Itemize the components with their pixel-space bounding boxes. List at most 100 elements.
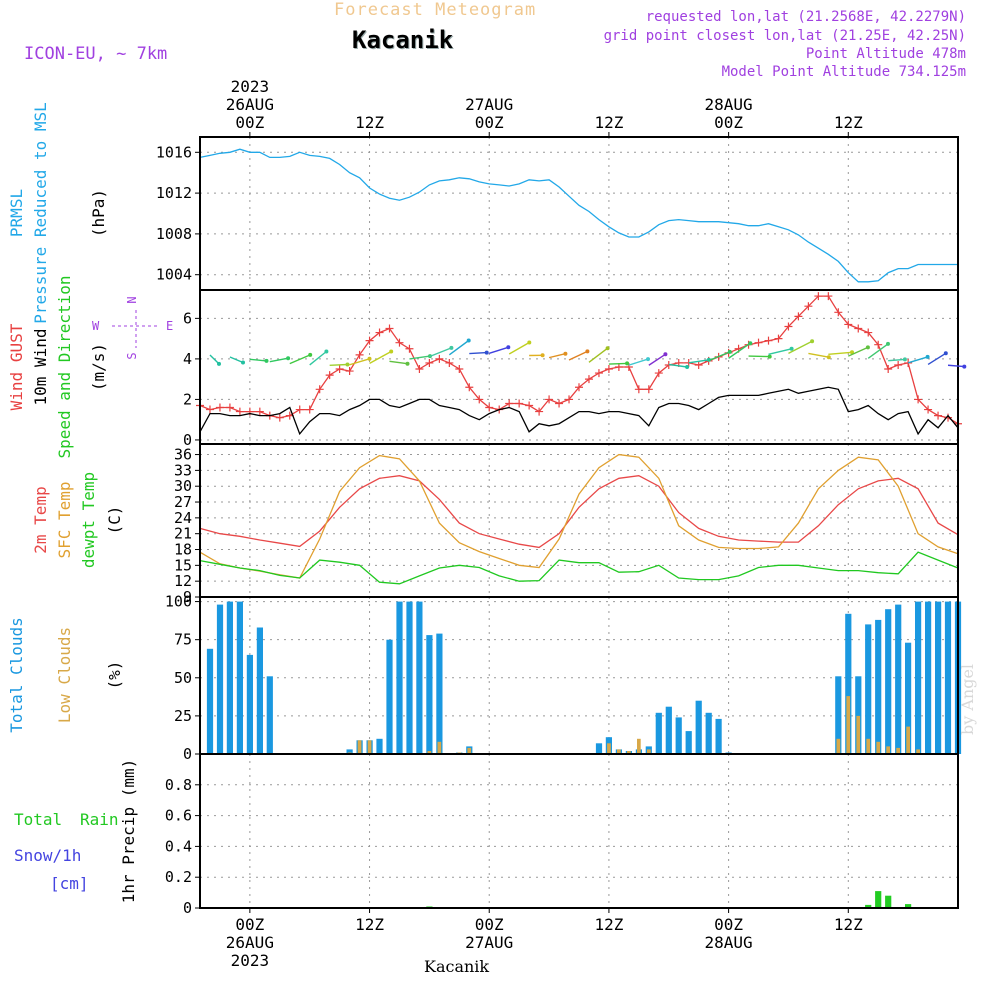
- clouds-bar: [416, 601, 423, 754]
- clouds-bar: [886, 746, 890, 754]
- wind-arrow-head: [449, 345, 454, 350]
- top-time-tick-label: 00Z: [235, 113, 264, 132]
- wind-arrow: [788, 340, 813, 355]
- clouds-bar: [695, 700, 702, 754]
- clouds-bar: [906, 726, 910, 754]
- wind-arrow-head: [925, 354, 930, 359]
- bottom-time-tick-label: 00Z: [714, 915, 743, 934]
- wind-panel: 0 2 4 6: [183, 289, 962, 449]
- gust-marker: [904, 358, 913, 367]
- clouds-bar: [467, 747, 472, 754]
- clouds-bar: [595, 743, 603, 754]
- wind-frame: [199, 289, 959, 445]
- wind-arrow: [229, 356, 244, 364]
- gust-marker: [884, 365, 893, 374]
- gust-marker: [255, 407, 264, 416]
- y-tick-label: 21: [174, 525, 192, 543]
- gust-marker: [355, 350, 364, 359]
- wind-arrow: [688, 359, 710, 364]
- clouds-bar: [935, 601, 942, 754]
- wind-arrow: [608, 362, 628, 365]
- temp-unit: (C): [105, 506, 124, 535]
- gust-marker: [634, 385, 643, 394]
- bottom-date-label: 27AUG: [465, 933, 513, 952]
- clouds-bar: [836, 738, 841, 754]
- y-tick-label: 0: [183, 899, 192, 917]
- gust-marker: [415, 365, 424, 374]
- wind-arrow: [249, 358, 267, 362]
- precip-frame: [199, 753, 959, 909]
- wind-arrow: [648, 353, 666, 366]
- compass-e: E: [166, 319, 173, 333]
- compass-w: W: [92, 319, 100, 333]
- precip-bar: [865, 904, 872, 908]
- gust-marker: [425, 358, 434, 367]
- clouds-bar: [665, 706, 672, 754]
- clouds-frame: [199, 596, 959, 755]
- wind-arrow-head: [466, 338, 471, 343]
- clouds-bar: [367, 740, 372, 754]
- precip-rain-label: Rain: [80, 810, 119, 829]
- pressure-panel: 1004 1008 1012 1016: [156, 136, 959, 291]
- top-date-label: 26AUG: [226, 95, 274, 114]
- requested-coords: requested lon,lat (21.2568E, 42.2279N): [645, 9, 966, 25]
- wind-arrow: [568, 350, 588, 361]
- y-tick-label: 12: [174, 572, 192, 590]
- gust-marker: [644, 385, 653, 394]
- clouds-bar: [715, 718, 722, 754]
- wind-arrow: [588, 347, 609, 363]
- gust-marker: [894, 360, 903, 369]
- clouds-bar: [406, 601, 413, 754]
- clouds-bar: [607, 743, 611, 754]
- wind-arrow: [289, 354, 311, 365]
- precip-panel: 0 0.2 0.4 0.6 0.8: [165, 753, 959, 917]
- gust-marker: [604, 365, 613, 374]
- gust-marker: [345, 367, 354, 376]
- wind-arrow-head: [484, 350, 489, 355]
- y-tick-label: 1004: [156, 266, 192, 284]
- clouds-panel: 0 25 50 75 100: [165, 593, 962, 763]
- wind-10m-label: 10m Wind: [31, 328, 50, 405]
- 10m-wind-line: [199, 386, 959, 436]
- wind-gust-label: Wind GUST: [7, 323, 26, 410]
- gust-marker: [235, 407, 244, 416]
- clouds-unit: (%): [105, 661, 124, 690]
- wind-arrow: [309, 350, 327, 366]
- clouds-low-label: Low Clouds: [55, 627, 74, 723]
- wind-arrow-head: [605, 346, 610, 351]
- wind-arrow: [369, 350, 392, 364]
- gust-marker: [934, 411, 943, 420]
- gust-marker: [465, 383, 474, 392]
- grid-coords: grid point closest lon,lat (21.25E, 42.2…: [603, 28, 966, 44]
- wind-arrow: [828, 351, 853, 356]
- gust-marker: [295, 405, 304, 414]
- wind-arrow-head: [727, 349, 732, 354]
- pressure-frame: [199, 136, 959, 291]
- compass-s: S: [125, 352, 139, 359]
- y-tick-label: 75: [174, 631, 192, 649]
- clouds-bar: [376, 738, 383, 754]
- gust-marker: [275, 413, 284, 422]
- y-tick-label: 27: [174, 493, 192, 511]
- model-label: ICON-EU, ~ 7km: [24, 44, 168, 64]
- temp-2m-label: 2m Temp: [31, 486, 50, 553]
- gust-marker: [445, 358, 454, 367]
- wind-arrow-head: [345, 362, 350, 367]
- dewpt-temp-line: [199, 551, 959, 585]
- gust-marker: [824, 292, 833, 301]
- y-tick-label: 1012: [156, 184, 192, 202]
- wind-arrow-head: [324, 349, 329, 354]
- top-date-label: 27AUG: [465, 95, 513, 114]
- wind-arrow: [469, 351, 487, 355]
- gust-marker: [545, 395, 554, 404]
- wind-arrow: [548, 353, 566, 359]
- gust-marker: [914, 395, 923, 404]
- gust-marker: [754, 338, 763, 347]
- wind-arrow: [269, 357, 289, 363]
- clouds-bar: [436, 633, 443, 754]
- top-date-label: 28AUG: [705, 95, 753, 114]
- gust-marker: [565, 395, 574, 404]
- wind-gust-line: [199, 295, 959, 425]
- wind-arrow: [808, 352, 829, 358]
- wind-arrow: [708, 351, 731, 362]
